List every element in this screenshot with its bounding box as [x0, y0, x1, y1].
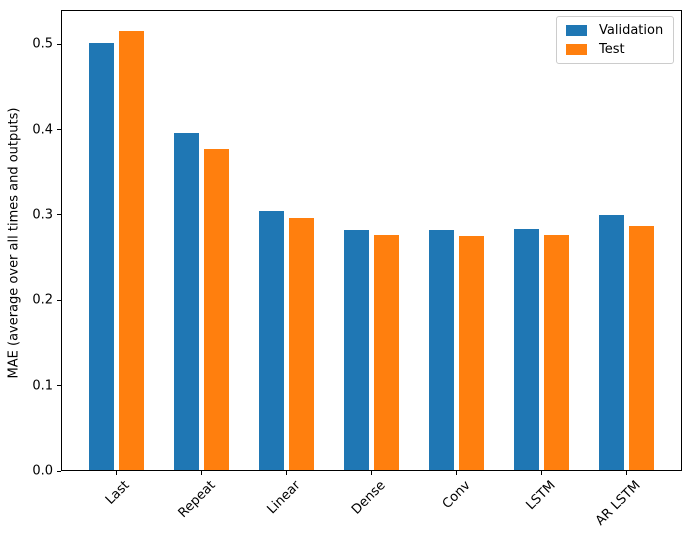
- x-axis-tick-label-ar-lstm: AR LSTM: [592, 478, 644, 529]
- legend-item-validation: Validation: [566, 24, 663, 37]
- y-axis-label: MAE (average over all times and outputs): [6, 107, 22, 379]
- bar-validation-ar-lstm: [598, 214, 625, 470]
- bar-validation-lstm: [513, 228, 540, 470]
- y-axis-tick-label: 0.3: [32, 207, 53, 223]
- y-tick-mark: [57, 299, 61, 301]
- x-tick-mark: [456, 471, 457, 475]
- y-axis-tick-label: 0.4: [32, 122, 53, 137]
- x-axis-tick-label-linear: Linear: [263, 478, 304, 518]
- bar-test-conv: [458, 236, 485, 470]
- x-axis-tick-label-lstm: LSTM: [522, 478, 559, 514]
- legend-swatch-validation: [566, 25, 587, 36]
- x-axis-tick-label-conv: Conv: [439, 478, 474, 512]
- y-tick-mark: [57, 43, 61, 45]
- x-tick-mark: [286, 471, 287, 475]
- bar-test-ar-lstm: [628, 226, 655, 470]
- y-axis-tick-label: 0.5: [32, 36, 53, 52]
- bar-validation-conv: [428, 230, 455, 470]
- bar-test-repeat: [203, 149, 230, 470]
- bar-validation-dense: [343, 230, 370, 470]
- legend-item-test: Test: [566, 43, 663, 56]
- y-axis-tick-label: 0.2: [32, 292, 53, 308]
- bar-validation-linear: [258, 210, 285, 470]
- bar-test-linear: [288, 217, 315, 470]
- y-tick-mark: [57, 129, 61, 130]
- legend-label-test: Test: [599, 42, 625, 57]
- x-tick-mark: [371, 471, 372, 475]
- x-tick-mark: [626, 471, 628, 475]
- legend: Validation Test: [556, 16, 675, 64]
- x-tick-mark: [201, 471, 202, 475]
- x-tick-mark: [115, 471, 117, 475]
- y-axis-tick-label: 0.0: [32, 463, 53, 479]
- bar-validation-last: [88, 43, 115, 470]
- x-tick-mark: [541, 471, 542, 475]
- legend-swatch-test: [566, 44, 587, 55]
- y-tick-mark: [57, 214, 61, 216]
- y-tick-mark: [57, 385, 61, 387]
- bar-test-lstm: [543, 234, 570, 470]
- bar-test-last: [118, 31, 145, 470]
- bar-test-dense: [373, 235, 400, 470]
- legend-label-validation: Validation: [599, 23, 664, 38]
- plot-area: [61, 10, 682, 471]
- x-axis-tick-label-repeat: Repeat: [175, 478, 219, 521]
- y-axis-tick-label: 0.1: [32, 378, 53, 394]
- x-axis-tick-label-dense: Dense: [348, 478, 389, 518]
- bar-validation-repeat: [173, 132, 200, 470]
- y-tick-mark: [57, 470, 61, 472]
- x-axis-tick-label-last: Last: [103, 478, 133, 508]
